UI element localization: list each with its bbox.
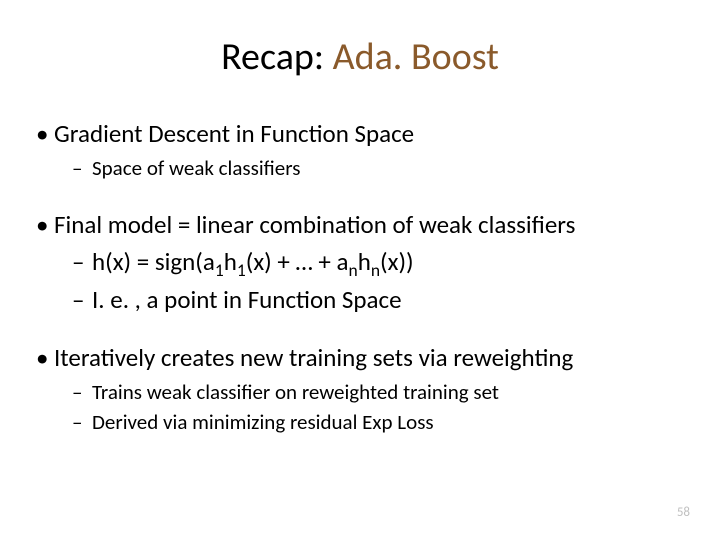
bullet-dot-icon: • [36,118,54,149]
sub-row: – Trains weak classifier on reweighted t… [72,379,684,406]
sub-item: – Derived via minimizing residual Exp Lo… [72,409,684,436]
sub-text: Space of weak classifiers [92,155,300,182]
sub-item: – I. e. , a point in Function Space [72,284,684,317]
bullet-text: Iteratively creates new training sets vi… [54,342,573,373]
sub-row: – Derived via minimizing residual Exp Lo… [72,409,684,436]
sub-list: – Space of weak classifiers [36,155,684,182]
dash-icon: – [72,155,92,182]
slide: Recap: Ada. Boost • Gradient Descent in … [0,0,720,540]
bullet-dot-icon: • [36,342,54,373]
bullet-item: • Iteratively creates new training sets … [36,342,684,436]
bullet-list: • Gradient Descent in Function Space – S… [36,118,684,436]
sub-row: – Space of weak classifiers [72,155,684,182]
sub-item: – Trains weak classifier on reweighted t… [72,379,684,406]
bullet-row: • Final model = linear combination of we… [36,209,684,240]
sub-row: – I. e. , a point in Function Space [72,284,684,317]
title-accent: Ada. Boost [333,34,499,80]
dash-icon: – [72,246,92,279]
sub-text: I. e. , a point in Function Space [92,284,402,317]
slide-title: Recap: Ada. Boost [36,34,684,80]
bullet-text: Gradient Descent in Function Space [54,118,414,149]
bullet-item: • Gradient Descent in Function Space – S… [36,118,684,183]
sub-text: Derived via minimizing residual Exp Loss [92,409,434,436]
sub-item: – h(x) = sign(a1h1(x) + … + anhn(x)) [72,246,684,282]
bullet-text: Final model = linear combination of weak… [54,209,575,240]
dash-icon: – [72,284,92,317]
sub-list: – Trains weak classifier on reweighted t… [36,379,684,436]
bullet-item: • Final model = linear combination of we… [36,209,684,317]
sub-list: – h(x) = sign(a1h1(x) + … + anhn(x)) – I… [36,246,684,316]
page-number: 58 [677,505,690,520]
bullet-dot-icon: • [36,209,54,240]
title-prefix: Recap: [221,34,333,80]
dash-icon: – [72,409,92,436]
sub-text: Trains weak classifier on reweighted tra… [92,379,499,406]
sub-text-formula: h(x) = sign(a1h1(x) + … + anhn(x)) [92,246,414,282]
sub-row: – h(x) = sign(a1h1(x) + … + anhn(x)) [72,246,684,282]
sub-item: – Space of weak classifiers [72,155,684,182]
bullet-row: • Iteratively creates new training sets … [36,342,684,373]
bullet-row: • Gradient Descent in Function Space [36,118,684,149]
dash-icon: – [72,379,92,406]
